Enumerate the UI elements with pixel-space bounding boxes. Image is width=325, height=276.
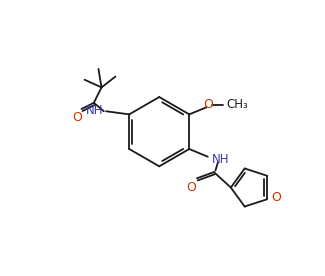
Text: O: O	[187, 181, 197, 193]
Text: O: O	[272, 191, 281, 204]
Text: O: O	[72, 111, 82, 124]
Text: CH₃: CH₃	[226, 98, 248, 111]
Text: NH: NH	[86, 104, 104, 117]
Text: O: O	[203, 98, 214, 111]
Text: NH: NH	[212, 153, 229, 166]
